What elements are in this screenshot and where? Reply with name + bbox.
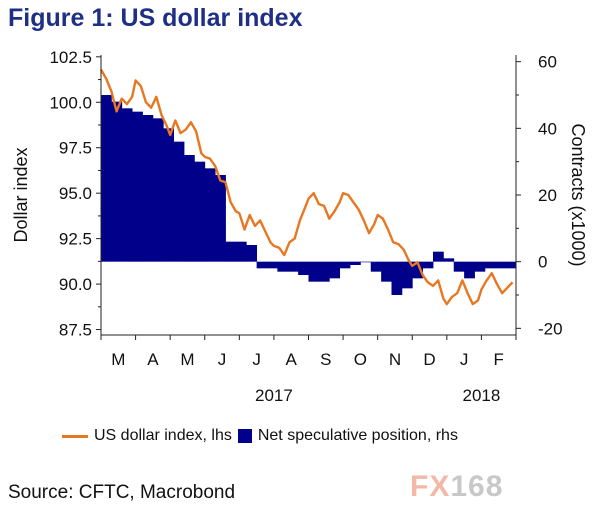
right-tick-label: 60 bbox=[538, 53, 557, 72]
source-note: Source: CFTC, Macrobond bbox=[8, 482, 236, 503]
bar-mark bbox=[225, 241, 237, 262]
bar-mark bbox=[246, 245, 258, 262]
x-month-label: D bbox=[423, 350, 435, 369]
bar-mark bbox=[101, 95, 112, 262]
left-tick-label: 100.0 bbox=[49, 93, 92, 112]
x-month-label: A bbox=[147, 350, 159, 369]
bar-mark bbox=[370, 261, 382, 272]
chart-title: Figure 1: US dollar index bbox=[8, 4, 303, 32]
x-year-label: 2018 bbox=[463, 386, 501, 405]
bar-mark bbox=[204, 168, 216, 262]
bar-mark bbox=[412, 261, 424, 279]
right-tick-label: 20 bbox=[538, 186, 557, 205]
x-month-label: N bbox=[389, 350, 401, 369]
dollar-index-line bbox=[99, 68, 514, 306]
left-tick-label: 95.0 bbox=[59, 184, 92, 203]
bar-mark bbox=[401, 261, 413, 289]
bar-mark bbox=[495, 261, 507, 269]
legend: US dollar index, lhs Net speculative pos… bbox=[62, 427, 458, 445]
bar-mark bbox=[422, 261, 434, 269]
bar-mark bbox=[256, 261, 268, 269]
fx168-logo: FX168 bbox=[410, 470, 503, 504]
bar-mark bbox=[360, 261, 372, 263]
left-tick-label: 102.5 bbox=[49, 48, 92, 67]
legend-line-label: US dollar index, lhs bbox=[94, 427, 232, 444]
bar-mark bbox=[173, 141, 185, 262]
bar-mark bbox=[381, 261, 392, 282]
x-month-label: S bbox=[320, 350, 331, 369]
bar-mark bbox=[318, 261, 330, 282]
bar-mark bbox=[329, 261, 341, 279]
bar-mark bbox=[132, 111, 143, 262]
bar-mark bbox=[443, 258, 455, 262]
bar-mark bbox=[142, 115, 154, 262]
x-month-label: M bbox=[180, 350, 194, 369]
x-month-label: J bbox=[252, 350, 261, 369]
x-month-label: J bbox=[218, 350, 227, 369]
x-month-label: J bbox=[460, 350, 469, 369]
right-tick-label: -20 bbox=[538, 319, 563, 338]
bar-mark bbox=[287, 261, 299, 272]
y-left-label: Dollar index bbox=[11, 147, 31, 242]
right-tick-label: 0 bbox=[538, 253, 547, 272]
bar-mark bbox=[339, 261, 351, 269]
bar-mark bbox=[350, 261, 361, 265]
bar-mark bbox=[184, 155, 195, 262]
bar-mark bbox=[194, 161, 206, 262]
bar-mark bbox=[121, 108, 133, 262]
bar-mark bbox=[152, 118, 164, 262]
y-right-label: Contracts (x1000) bbox=[568, 123, 588, 266]
x-month-label: F bbox=[494, 350, 504, 369]
bar-mark bbox=[453, 261, 465, 272]
legend-bar-swatch bbox=[237, 429, 252, 443]
x-month-label: M bbox=[111, 350, 125, 369]
x-month-label: O bbox=[354, 350, 367, 369]
x-month-label: A bbox=[286, 350, 298, 369]
bar-mark bbox=[474, 261, 486, 272]
bar-mark bbox=[391, 261, 403, 295]
bar-mark bbox=[308, 261, 320, 282]
bar-mark bbox=[464, 261, 475, 279]
bar-mark bbox=[111, 101, 123, 262]
left-tick-label: 87.5 bbox=[59, 321, 92, 340]
bar-mark bbox=[433, 251, 444, 262]
left-tick-label: 90.0 bbox=[59, 275, 92, 294]
legend-bar-label: Net speculative position, rhs bbox=[257, 427, 458, 444]
bar-mark bbox=[235, 241, 247, 262]
bar-mark bbox=[298, 261, 309, 275]
legend-line-swatch bbox=[62, 434, 88, 438]
left-tick-label: 97.5 bbox=[59, 139, 92, 158]
bar-mark bbox=[267, 261, 278, 269]
bar-mark bbox=[163, 128, 175, 262]
bar-mark bbox=[215, 175, 226, 262]
logo-fx: FX bbox=[410, 470, 451, 503]
bar-mark bbox=[505, 261, 517, 269]
bar-mark bbox=[277, 261, 289, 272]
x-year-label: 2017 bbox=[255, 386, 293, 405]
logo-num: 168 bbox=[450, 470, 504, 503]
left-tick-label: 92.5 bbox=[59, 230, 92, 249]
bar-mark bbox=[484, 261, 496, 269]
right-tick-label: 40 bbox=[538, 119, 557, 138]
